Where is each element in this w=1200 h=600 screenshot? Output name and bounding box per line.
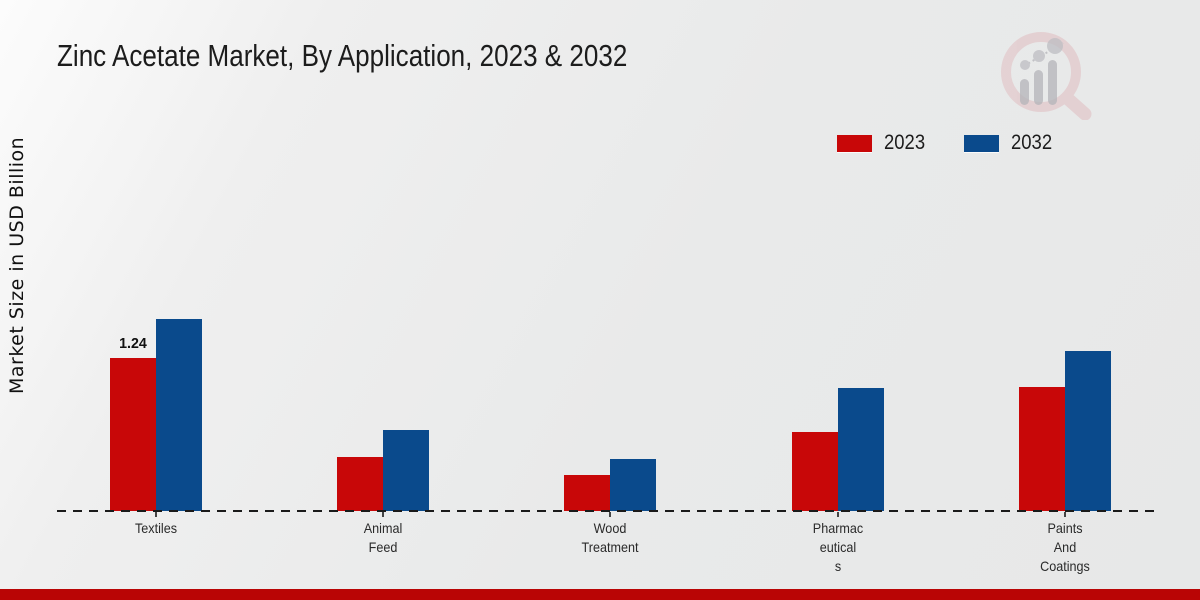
bar-2023-paints-and-coatings: [1019, 387, 1065, 511]
legend-swatch-2032: [963, 134, 999, 152]
bar-2023-textiles: [110, 358, 156, 511]
bar-2032-pharmaceuticals: [838, 388, 884, 511]
legend: 2023 2032: [837, 131, 1057, 155]
bar-2023-animal-feed: [337, 457, 383, 511]
x-axis-tick-paints-and-coatings: [1064, 512, 1066, 517]
legend-swatch-2023: [837, 134, 872, 152]
x-axis-label-paints-and-coatings: Paints And Coatings: [1040, 520, 1090, 574]
bar-2032-textiles: [156, 319, 202, 511]
x-axis-label-wood-treatment: Wood Treatment: [581, 520, 639, 555]
footer-accent-bar: [0, 589, 1200, 600]
x-axis-baseline: [57, 510, 1161, 512]
bar-2032-animal-feed: [383, 430, 429, 511]
bar-2032-paints-and-coatings: [1065, 351, 1111, 511]
legend-label-2023: 2023: [884, 131, 926, 154]
y-axis-label: Market Size in USD Billion: [6, 136, 28, 394]
bar-2023-wood-treatment: [564, 475, 610, 511]
chart-title-text: Zinc Acetate Market, By Application, 202…: [57, 38, 628, 73]
x-axis-label-textiles: Textiles: [134, 520, 178, 536]
bar-value-label-2023-textiles: 1.24: [119, 335, 147, 352]
legend-item-2023: 2023: [837, 131, 931, 155]
bar-2032-wood-treatment: [610, 459, 656, 511]
legend-item-2032: 2032: [963, 131, 1058, 155]
bar-2023-pharmaceuticals: [792, 432, 838, 511]
x-axis-tick-textiles: [155, 512, 157, 517]
chart-title: Zinc Acetate Market, By Application, 202…: [57, 38, 736, 74]
x-axis-tick-pharmaceuticals: [837, 512, 839, 517]
x-axis-label-pharmaceuticals: Pharmac eutical s: [812, 520, 864, 574]
x-axis-tick-wood-treatment: [609, 512, 611, 517]
legend-label-2032: 2032: [1010, 131, 1052, 154]
magnifier-bar-chart-logo-watermark-icon: [1001, 32, 1092, 120]
x-axis-tick-animal-feed: [382, 512, 384, 517]
x-axis-label-animal-feed: Animal Feed: [363, 520, 403, 555]
